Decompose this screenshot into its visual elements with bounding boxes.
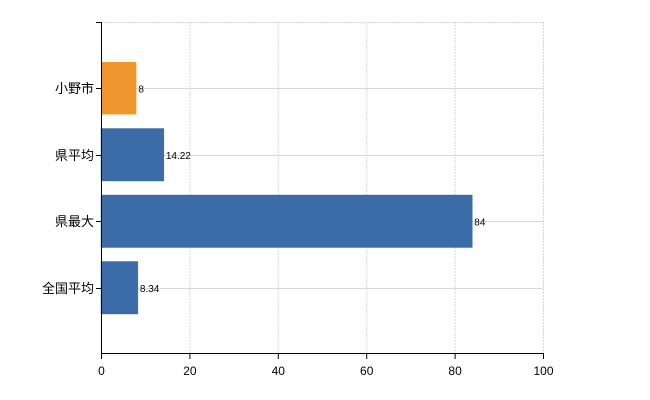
x-tick-label: 60 (360, 364, 374, 378)
x-tick-label: 100 (533, 364, 553, 378)
x-tick-label: 20 (183, 364, 197, 378)
bar-value-label: 14.22 (166, 151, 191, 162)
labels: 8 小野市 14.22 県平均 84 県最大 8.34 全国平均 0 20 40 60 80 100 (42, 81, 554, 378)
axes (96, 22, 544, 359)
category-label: 県最大 (55, 214, 94, 229)
category-label: 小野市 (55, 81, 94, 96)
gridlines (101, 22, 544, 353)
category-label: 全国平均 (42, 281, 94, 296)
bar-value-label: 8 (138, 84, 144, 95)
bar-value-label: 84 (474, 217, 486, 228)
bars (100, 62, 473, 315)
bar (100, 128, 165, 182)
x-tick-label: 80 (448, 364, 462, 378)
bar-value-label: 8.34 (140, 284, 160, 295)
bar (100, 194, 473, 248)
bar (100, 261, 139, 315)
category-label: 県平均 (55, 148, 94, 163)
bar (101, 62, 137, 115)
x-tick-label: 0 (98, 364, 105, 378)
x-tick-label: 40 (272, 364, 286, 378)
